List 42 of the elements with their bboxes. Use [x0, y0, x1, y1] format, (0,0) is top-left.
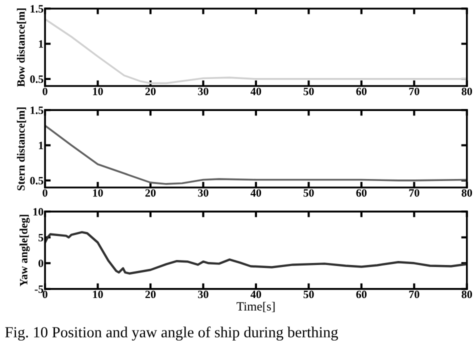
x-tick-label: 60 [356, 189, 367, 197]
y-tick-label: 0.5 [30, 75, 44, 83]
y-tick-label: -5 [34, 286, 44, 293]
x-tick-label: 80 [462, 189, 472, 197]
x-tick-label: 30 [198, 88, 208, 96]
y-axis-title: Bow distance[m] [16, 8, 26, 87]
x-tick-label: 50 [304, 290, 314, 298]
line-series [45, 124, 467, 185]
x-tick-label: 60 [356, 88, 367, 96]
x-tick-label: 40 [250, 290, 262, 298]
y-tick-label: 1 [38, 40, 44, 48]
y-tick-label: 1.5 [30, 5, 44, 13]
x-tick-label: 40 [250, 88, 262, 96]
x-tick-label: 80 [462, 290, 472, 298]
x-tick-label: 10 [93, 290, 103, 298]
y-tick-label: 10 [33, 208, 44, 216]
x-tick-label: 10 [93, 189, 103, 197]
y-tick-label: 0 [38, 260, 44, 268]
x-tick-label: 40 [250, 189, 262, 197]
x-tick-label: 20 [145, 290, 156, 298]
x-tick-label: 50 [304, 88, 314, 96]
x-tick-label: 10 [93, 88, 103, 96]
x-tick-label: 50 [304, 189, 314, 197]
x-tick-label: 20 [145, 88, 156, 96]
x-tick-label: 30 [198, 189, 208, 197]
x-tick-label: 70 [409, 88, 420, 96]
x-axis-title: Time[s] [236, 302, 275, 312]
y-tick-label: 1 [38, 142, 44, 150]
y-axis-title: Yaw angle[deg] [20, 214, 30, 286]
caption: Fig. 10 Position and yaw angle of ship during berthing [5, 326, 338, 341]
x-tick-label: 20 [145, 189, 156, 197]
y-tick-label: 1.5 [30, 106, 44, 114]
x-tick-label: 60 [356, 290, 367, 298]
x-tick-label: 70 [409, 189, 420, 197]
y-tick-label: 0.5 [30, 176, 44, 184]
x-tick-label: 70 [409, 290, 420, 298]
x-tick-label: 80 [462, 88, 472, 96]
y-tick-label: 5 [38, 234, 44, 242]
x-tick-label: 30 [198, 290, 208, 298]
y-axis-title: Stern distance[m] [16, 107, 26, 190]
line-series [45, 231, 467, 275]
line-series [45, 18, 467, 84]
